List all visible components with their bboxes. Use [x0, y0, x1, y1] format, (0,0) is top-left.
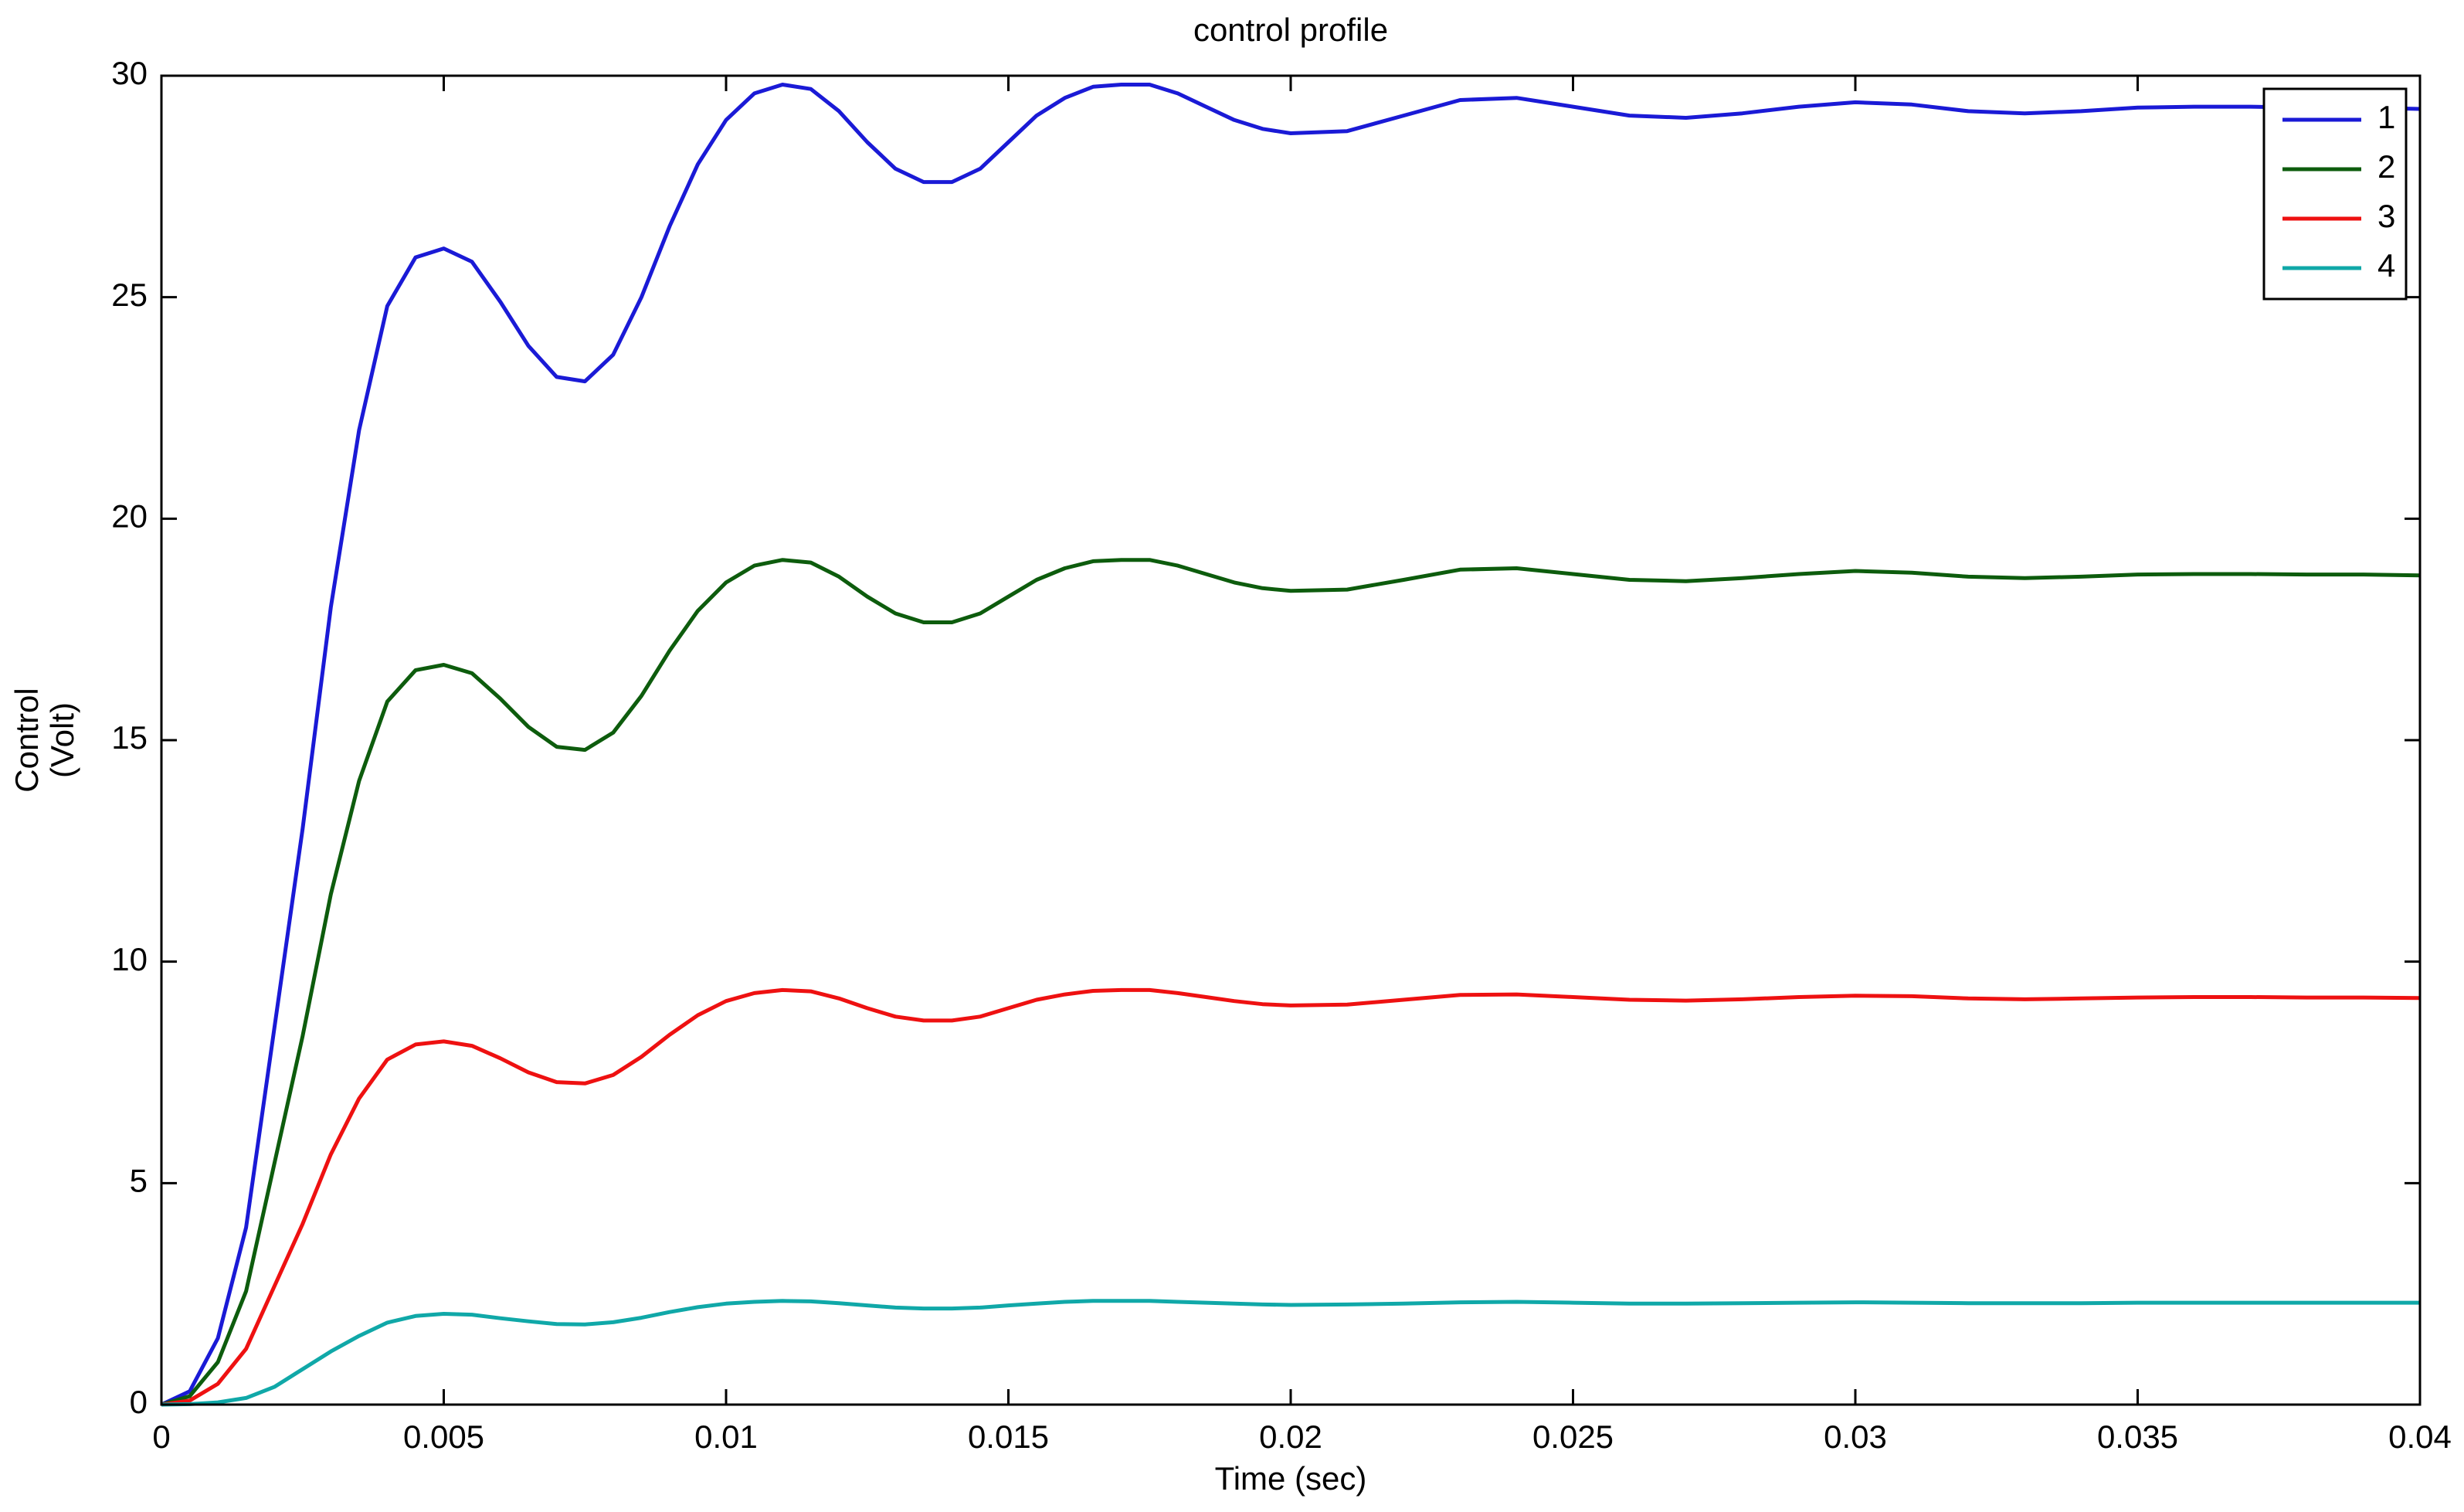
- x-tick-label: 0: [152, 1419, 170, 1455]
- y-tick-label: 15: [111, 719, 148, 756]
- y-axis-label: Control: [8, 688, 45, 792]
- series-line: [161, 987, 2421, 1407]
- chart-title: control profile: [1193, 12, 1388, 48]
- y-tick-label: 30: [111, 55, 148, 91]
- x-tick-label: 0.04: [2388, 1419, 2452, 1455]
- y-tick-label: 25: [111, 277, 148, 313]
- x-axis-label: Time (sec): [1215, 1460, 1367, 1497]
- legend-label: 4: [2377, 247, 2395, 284]
- x-tick-label: 0.025: [1532, 1419, 1614, 1455]
- x-tick-label: 0.02: [1259, 1419, 1322, 1455]
- y-tick-label: 5: [130, 1162, 148, 1198]
- x-tick-label: 0.015: [968, 1419, 1049, 1455]
- series-line: [161, 1299, 2420, 1407]
- legend-label: 2: [2377, 148, 2395, 185]
- x-tick-label: 0.01: [694, 1419, 758, 1455]
- y-tick-label: 20: [111, 498, 148, 534]
- x-tick-label: 0.035: [2097, 1419, 2178, 1455]
- x-tick-label: 0.03: [1824, 1419, 1887, 1455]
- legend-label: 3: [2377, 198, 2395, 234]
- x-tick-label: 0.005: [403, 1419, 484, 1455]
- plot-frame: [160, 74, 2422, 1406]
- y-axis-label: (Volt): [44, 702, 80, 778]
- legend-label: 1: [2377, 99, 2395, 135]
- y-tick-label: 10: [111, 941, 148, 977]
- y-tick-label: 0: [130, 1384, 148, 1420]
- series-line: [161, 558, 2421, 1407]
- series-line: [160, 83, 2421, 1407]
- legend-box: [2262, 87, 2408, 301]
